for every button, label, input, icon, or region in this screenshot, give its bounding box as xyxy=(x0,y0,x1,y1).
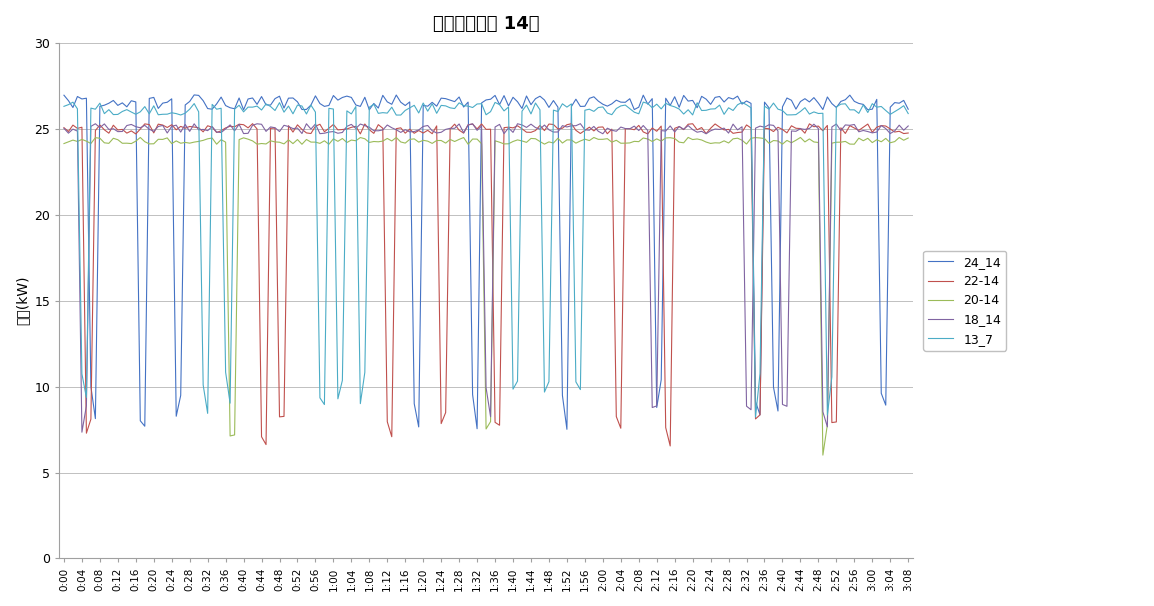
13_7 xyxy=(726,107,740,114)
13_7 xyxy=(636,98,650,105)
22-14 xyxy=(223,122,237,130)
20-14 xyxy=(614,139,628,147)
24_14 xyxy=(560,425,574,433)
18_14 xyxy=(574,120,587,127)
22-14 xyxy=(730,129,744,136)
22-14 xyxy=(246,120,260,127)
13_7 xyxy=(614,102,628,110)
13_7 xyxy=(223,399,237,407)
24_14 xyxy=(730,93,744,100)
13_7 xyxy=(749,414,763,421)
18_14 xyxy=(196,126,210,133)
24_14 xyxy=(196,97,210,104)
Title: 낙수출수온도 14도: 낙수출수온도 14도 xyxy=(433,15,539,33)
24_14 xyxy=(227,105,241,112)
Line: 22-14: 22-14 xyxy=(63,124,908,446)
Line: 18_14: 18_14 xyxy=(63,124,908,432)
22-14 xyxy=(699,130,713,138)
13_7 xyxy=(901,110,915,117)
24_14 xyxy=(57,92,70,99)
24_14 xyxy=(623,95,637,102)
18_14 xyxy=(901,122,915,130)
20-14 xyxy=(726,135,740,142)
13_7 xyxy=(192,108,205,116)
13_7 xyxy=(376,109,390,116)
22-14 xyxy=(381,418,395,425)
20-14 xyxy=(816,451,830,459)
18_14 xyxy=(623,125,637,133)
22-14 xyxy=(664,442,677,450)
20-14 xyxy=(681,134,695,141)
18_14 xyxy=(699,130,713,138)
22-14 xyxy=(901,129,915,136)
24_14 xyxy=(381,98,395,105)
24_14 xyxy=(699,96,713,103)
22-14 xyxy=(192,124,205,132)
Line: 24_14: 24_14 xyxy=(63,95,908,429)
24_14 xyxy=(187,92,201,99)
20-14 xyxy=(192,138,205,145)
Line: 20-14: 20-14 xyxy=(63,138,908,455)
20-14 xyxy=(901,135,915,142)
22-14 xyxy=(57,124,70,132)
13_7 xyxy=(57,102,70,110)
20-14 xyxy=(376,138,390,145)
Y-axis label: 전력(kW): 전력(kW) xyxy=(15,276,29,325)
24_14 xyxy=(901,105,915,113)
20-14 xyxy=(695,136,709,144)
20-14 xyxy=(223,432,237,439)
18_14 xyxy=(227,127,241,135)
18_14 xyxy=(381,121,395,128)
18_14 xyxy=(57,125,70,132)
Line: 13_7: 13_7 xyxy=(63,102,908,418)
22-14 xyxy=(619,125,632,132)
18_14 xyxy=(75,428,89,436)
20-14 xyxy=(57,140,70,147)
13_7 xyxy=(695,107,709,114)
Legend: 24_14, 22-14, 20-14, 18_14, 13_7: 24_14, 22-14, 20-14, 18_14, 13_7 xyxy=(923,251,1006,351)
18_14 xyxy=(730,126,744,133)
